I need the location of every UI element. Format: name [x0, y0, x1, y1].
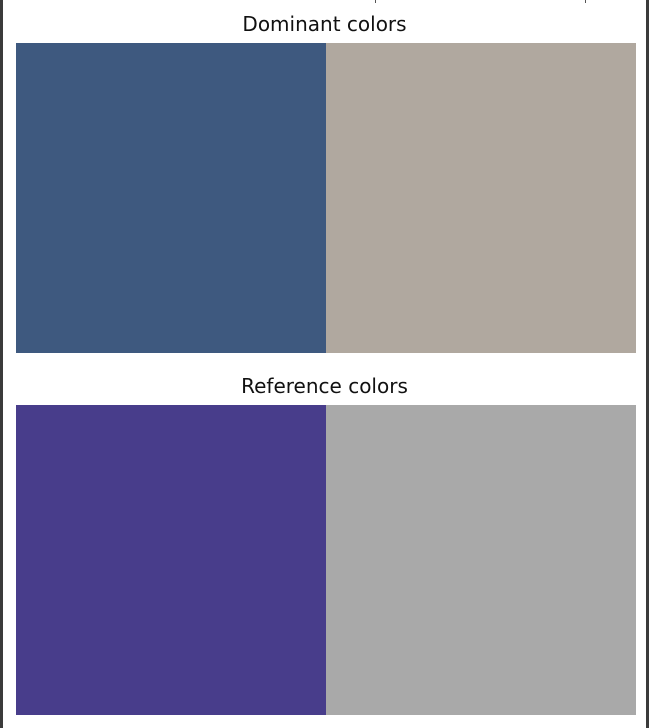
dominant-color-swatch-2: [326, 43, 636, 353]
reference-color-swatch-1: [16, 405, 326, 715]
dominant-colors-title: Dominant colors: [242, 12, 407, 36]
dominant-colors-panel: [16, 43, 636, 353]
reference-colors-title: Reference colors: [241, 374, 408, 398]
cropped-top-edge: [3, 0, 646, 3]
reference-color-swatch-2: [326, 405, 636, 715]
dominant-color-swatch-1: [16, 43, 326, 353]
cropped-tick-mark: [585, 0, 586, 3]
reference-colors-panel: [16, 405, 636, 715]
cropped-tick-mark: [375, 0, 376, 3]
figure-canvas: Dominant colors Reference colors: [3, 0, 646, 728]
